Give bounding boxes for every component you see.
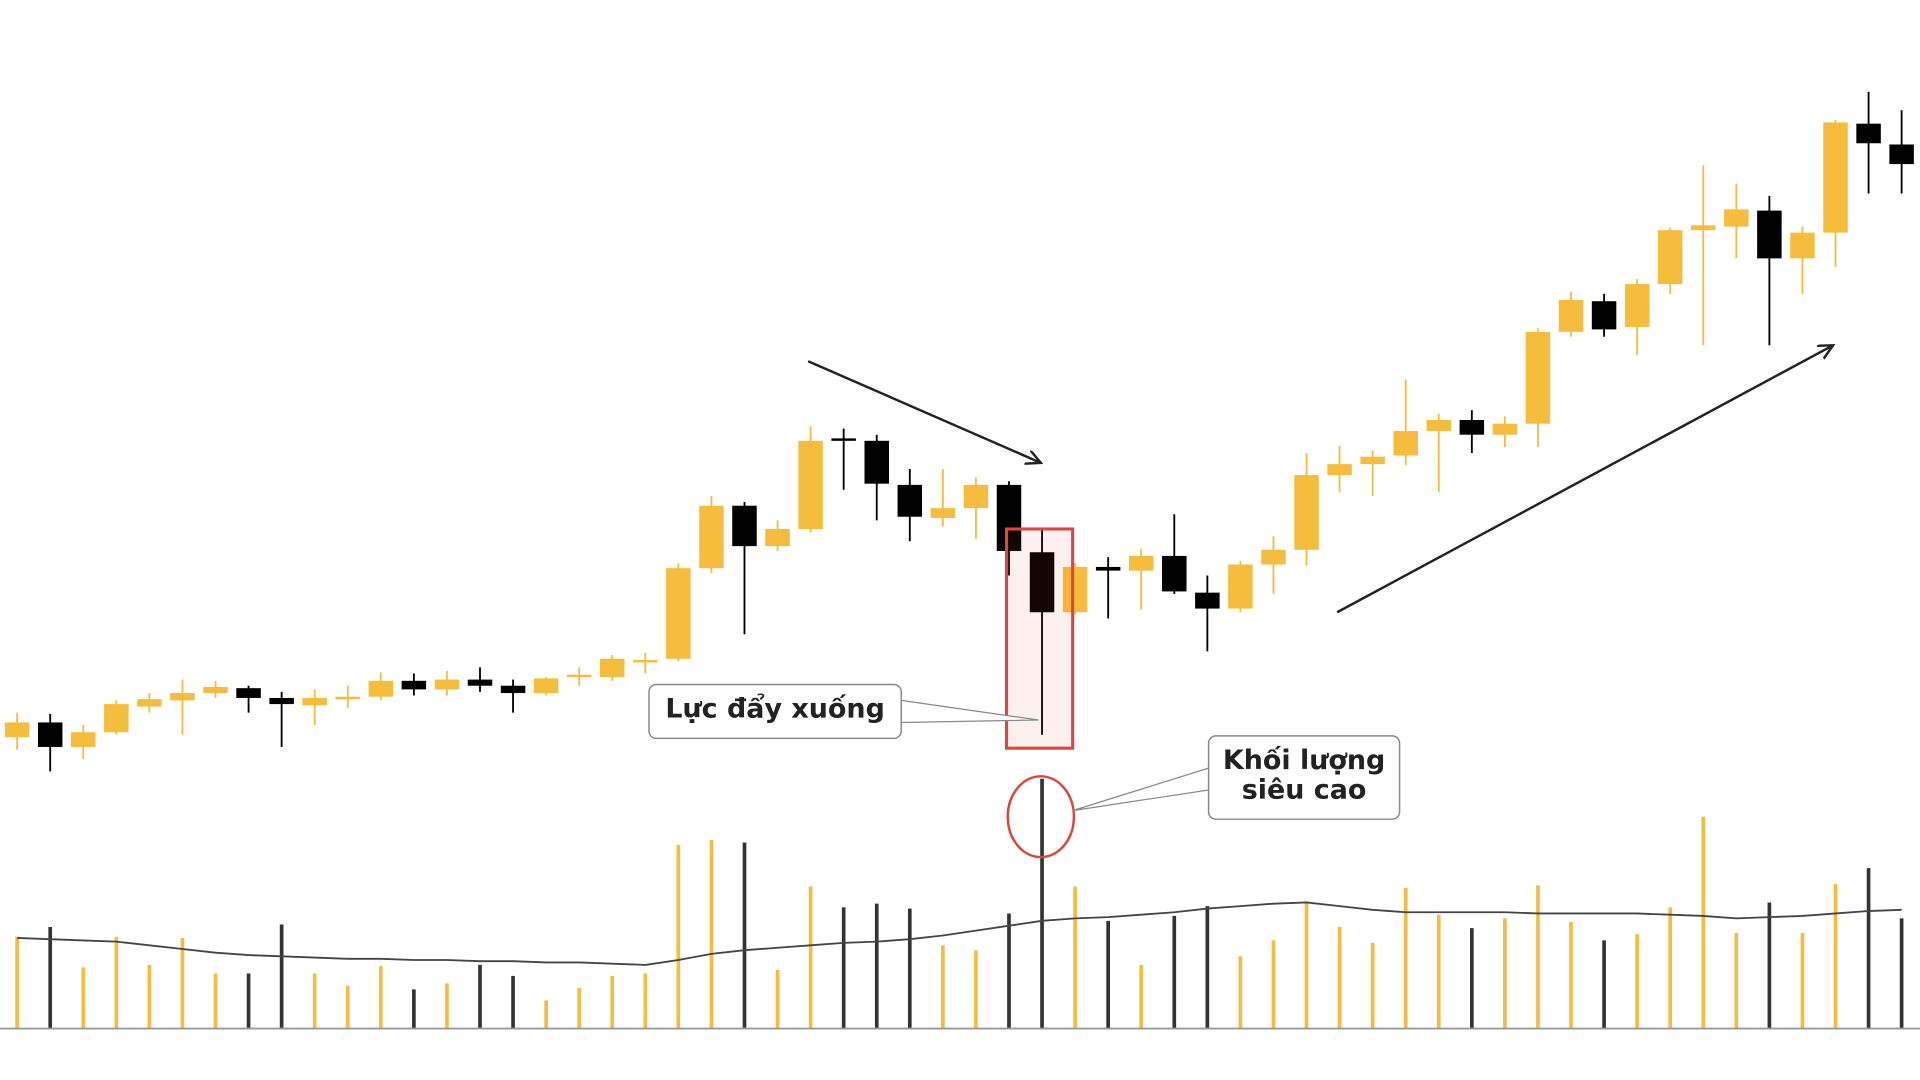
candle-body [500, 685, 526, 694]
candle-body [269, 697, 294, 705]
candle-body [1657, 230, 1683, 285]
candle-body [236, 688, 261, 698]
candle-body [1558, 300, 1584, 332]
candle-body [302, 697, 327, 706]
candle-body [467, 679, 493, 686]
candle-body [963, 484, 989, 509]
candle-body [600, 658, 625, 678]
candle-body [1062, 566, 1088, 613]
candle-body [1228, 564, 1253, 609]
candle-body [1128, 555, 1154, 571]
candle-body [533, 678, 559, 694]
candle-body [1757, 210, 1782, 259]
candle-body [633, 660, 658, 663]
annotation: Lực đẩy xuống [665, 692, 884, 725]
candle-body [434, 679, 460, 690]
annotation: Khối lượng [1223, 745, 1385, 776]
candle-body [137, 699, 162, 707]
candle-body [368, 680, 394, 697]
candle-body [203, 686, 228, 694]
candle-body [1426, 420, 1452, 432]
candle-body [1691, 225, 1716, 231]
candle-body [1823, 122, 1848, 233]
candle-body [1029, 552, 1055, 613]
candle-body [864, 440, 889, 484]
plot-area [4, 91, 1914, 1029]
candle-body [1162, 555, 1187, 592]
candle-body [732, 505, 757, 547]
candle-body [996, 484, 1022, 552]
callout-box [648, 683, 902, 740]
candle-body [1889, 144, 1914, 165]
candle-body [104, 704, 129, 733]
candle-body [699, 505, 724, 569]
candle-body [1261, 549, 1286, 565]
candle-body [666, 568, 691, 659]
candle-body [1724, 209, 1749, 227]
candle-body [1624, 284, 1650, 327]
candle-body [1525, 331, 1551, 424]
down-arrow [807, 360, 1041, 463]
up-arrow [1336, 345, 1833, 614]
callout-pointer [1072, 766, 1211, 812]
candle-body [831, 438, 856, 441]
candle-body [1492, 423, 1518, 435]
candle-body [335, 696, 360, 700]
candle-body [1459, 420, 1485, 435]
highlight-ellipse [1006, 775, 1076, 859]
candle-body [170, 693, 195, 701]
candle-body [401, 680, 427, 690]
candle-body [4, 722, 30, 738]
candle-body [897, 484, 923, 517]
candle-body [566, 674, 592, 678]
candle-body [765, 528, 790, 547]
callout-box [1207, 735, 1401, 820]
candle-body [1393, 431, 1418, 456]
candle-body [1095, 566, 1121, 571]
candle-body [1294, 475, 1319, 550]
candle-body [1360, 456, 1385, 465]
annotation: siêu cao [1242, 775, 1367, 806]
candle-body [1856, 123, 1881, 144]
candle-body [37, 722, 63, 747]
candle-body [71, 732, 96, 747]
candle-body [1195, 592, 1220, 609]
candle-body [1591, 301, 1617, 330]
candle-body [1327, 464, 1352, 476]
highlight-box [1005, 527, 1075, 750]
volume-ma-line [17, 901, 1902, 966]
candle-body [930, 508, 956, 518]
candle-body [798, 440, 823, 529]
candle-body [1790, 232, 1815, 259]
